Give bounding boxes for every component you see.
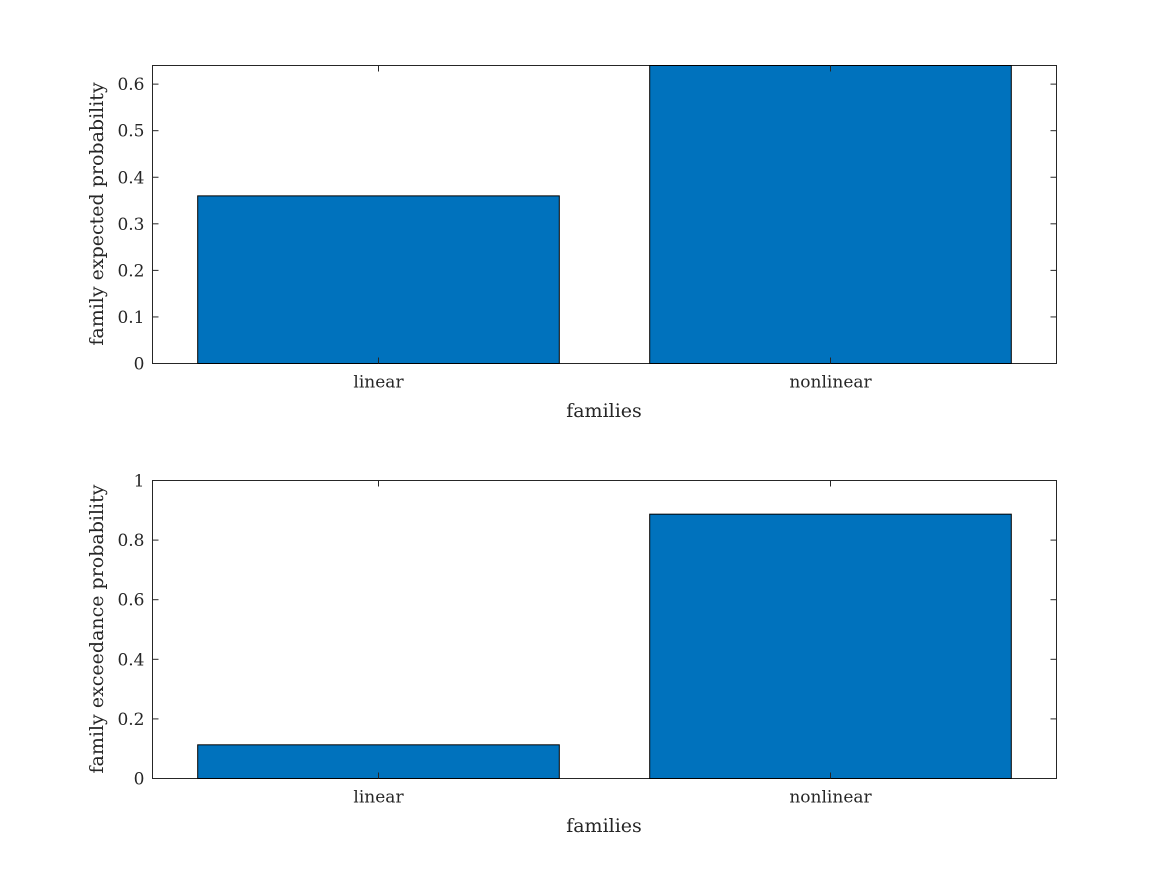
y-tick-label: 0.6 xyxy=(117,591,144,611)
y-tick-label: 0.4 xyxy=(117,168,144,188)
y-tick-label: 0.1 xyxy=(117,308,144,328)
bar-nonlinear xyxy=(649,65,1012,364)
y-tick-label: 0.2 xyxy=(117,261,144,281)
y-tick-label: 0.2 xyxy=(117,710,144,730)
x-axis-label: families xyxy=(566,400,642,422)
y-tick-label: 0.5 xyxy=(117,122,144,142)
y-tick-label: 0.6 xyxy=(117,75,144,95)
subplot-expected-probability: 0 0.1 0.2 0.3 0.4 0.5 0.6 linear nonlinear fami… xyxy=(86,65,1057,422)
y-tick-label: 1 xyxy=(134,472,145,492)
x-tick-label: linear xyxy=(353,788,404,808)
x-axis-label: families xyxy=(566,815,642,837)
subplot-exceedance-probability: 00.20.40.60.81 linear nonlinear families … xyxy=(86,472,1057,837)
y-tick-label: 0 xyxy=(134,355,145,375)
y-ticks-group: 0 0.1 0.2 0.3 0.4 0.5 0.6 xyxy=(117,75,1057,375)
y-ticks-group: 0 0.2 0.4 0.6 0.8 1 xyxy=(117,472,1057,790)
bars-group xyxy=(197,65,1012,364)
bar-linear xyxy=(197,195,560,364)
bar-nonlinear xyxy=(649,513,1012,779)
axes-frame xyxy=(152,480,1057,779)
x-ticks-group: linear nonlinear xyxy=(353,65,873,393)
y-axis-label: family expected probability xyxy=(86,82,108,346)
bars-group xyxy=(197,513,1012,779)
x-tick-label: linear xyxy=(353,373,404,393)
x-ticks-group: linear nonlinear xyxy=(353,480,873,808)
y-tick-label: 0.3 xyxy=(117,215,144,235)
y-tick-label: 0 xyxy=(134,770,145,790)
y-tick-label: 0.4 xyxy=(117,650,144,670)
x-tick-label: nonlinear xyxy=(789,373,872,393)
axes-frame xyxy=(152,65,1057,364)
y-axis-label: family exceedance probability xyxy=(86,484,108,773)
x-tick-label: nonlinear xyxy=(789,788,872,808)
y-tick-label: 0.8 xyxy=(117,531,144,551)
